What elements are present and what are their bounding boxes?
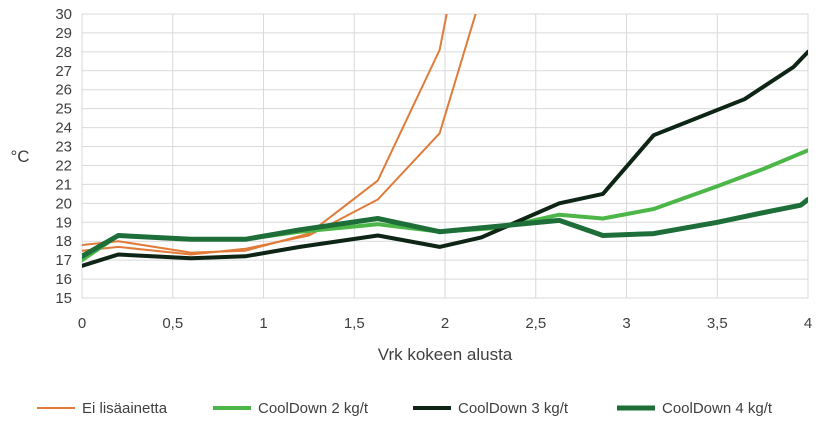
y-tick-label: 17	[55, 252, 72, 269]
legend-item: CoolDown 3 kg/t	[413, 400, 569, 417]
x-tick-label: 3	[622, 315, 630, 332]
legend-item: Ei lisäainetta	[37, 400, 168, 417]
x-axis-ticks: 0 0,5 1 1,5 2 2,5 3 3,5 4	[78, 315, 812, 332]
legend-label: Ei lisäainetta	[82, 400, 168, 417]
y-tick-label: 28	[55, 44, 72, 61]
y-tick-label: 25	[55, 101, 72, 118]
series-layer	[82, 14, 808, 268]
y-tick-label: 18	[55, 233, 72, 250]
x-axis-title: Vrk kokeen alusta	[378, 345, 513, 364]
legend-item: CoolDown 2 kg/t	[213, 400, 369, 417]
y-tick-label: 22	[55, 157, 72, 174]
legend-label: CoolDown 3 kg/t	[458, 400, 569, 417]
grid	[81, 13, 809, 299]
y-tick-label: 29	[55, 25, 72, 42]
series-line-3	[82, 49, 808, 268]
series-line-4	[82, 197, 808, 259]
y-tick-label: 20	[55, 195, 72, 212]
y-tick-label: 26	[55, 82, 72, 99]
legend-label: CoolDown 2 kg/t	[258, 400, 369, 417]
y-tick-label: 23	[55, 139, 72, 156]
y-tick-label: 16	[55, 271, 72, 288]
x-tick-label: 1	[259, 315, 267, 332]
y-axis-title: °C	[10, 147, 29, 166]
y-tick-label: 19	[55, 214, 72, 231]
x-tick-label: 0,5	[162, 315, 183, 332]
x-tick-label: 2,5	[525, 315, 546, 332]
x-tick-label: 0	[78, 315, 86, 332]
y-tick-label: 30	[55, 6, 72, 23]
y-tick-label: 24	[55, 120, 72, 137]
y-tick-label: 27	[55, 63, 72, 80]
x-tick-label: 4	[804, 315, 812, 332]
legend-label: CoolDown 4 kg/t	[662, 400, 773, 417]
x-tick-label: 1,5	[344, 315, 365, 332]
legend-item: CoolDown 4 kg/t	[617, 400, 773, 417]
y-tick-label: 15	[55, 290, 72, 307]
series-line-1	[82, 14, 477, 256]
y-tick-label: 21	[55, 176, 72, 193]
legend: Ei lisäainetta CoolDown 2 kg/t CoolDown 3 …	[37, 400, 773, 417]
x-tick-label: 2	[441, 315, 449, 332]
x-tick-label: 3,5	[707, 315, 728, 332]
